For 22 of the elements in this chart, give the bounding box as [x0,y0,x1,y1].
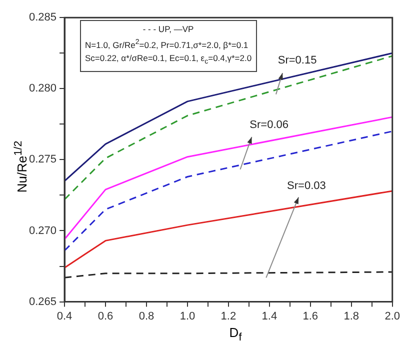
x-tick-label: 0.6 [98,310,114,322]
annotation: Sc=0.22, α*/σRe=0.1, Ec=0.1, ε$_{c}$=0.4,γ*=2.0 [85,52,252,68]
line-series [64,130,392,252]
y-tick-label: 0.285 [28,12,57,24]
x-tick-label: 2.0 [384,310,400,322]
annotation: Sr=0.03 [287,180,326,192]
y-tick-label: 0.275 [28,154,57,166]
x-tick-label: 1.8 [344,310,360,322]
x-tick-label: 0.8 [138,310,154,322]
annotation: - - - UP, —VP [142,23,195,36]
x-axis-title: D$_{f}$ [228,325,243,344]
annotation: N=1.0, Gr/Re$^{2}$=0.2, Pr=0.71,σ*=2.0, β*=0.1 [85,37,250,52]
y-tick-label: 0.265 [28,296,57,308]
x-tick-label: 1.6 [302,310,318,322]
x-tick-label: 1.0 [180,310,196,322]
y-tick-label: 0.280 [28,82,57,95]
annotation: Sr=0.06 [250,119,289,132]
y-tick-label: 0.270 [28,224,57,237]
annotation: Sr=0.15 [278,54,317,66]
x-tick-label: 1.2 [220,310,236,322]
x-tick-label: 0.4 [56,310,72,322]
x-tick-label: 1.4 [262,310,278,322]
